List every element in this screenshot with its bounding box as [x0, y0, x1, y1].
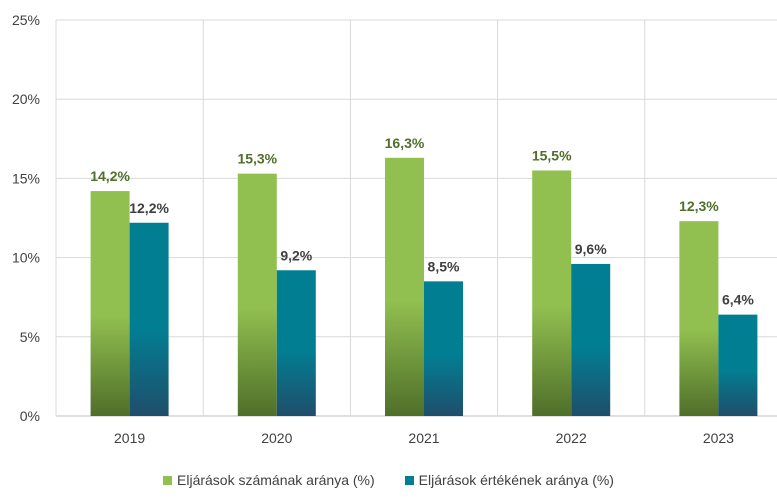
data-label-series-1-2019: 14,2% [90, 168, 130, 184]
y-tick-label: 0% [20, 408, 40, 424]
bar-series-2-2022 [571, 263, 611, 416]
x-tick-label: 2019 [114, 430, 145, 446]
data-label-series-1-2021: 16,3% [385, 135, 425, 151]
bars [90, 157, 758, 417]
y-tick-label: 20% [12, 91, 40, 107]
data-label-series-2-2023: 6,4% [722, 292, 754, 308]
x-tick-label: 2021 [408, 430, 439, 446]
legend-item-series-2: Eljárások értékének aránya (%) [404, 472, 614, 488]
bar-series-1-2021 [385, 157, 424, 417]
legend-swatch-series-1 [163, 475, 173, 485]
bar-series-2-2023 [718, 314, 758, 416]
bar-series-1-2022 [532, 170, 572, 416]
data-label-series-1-2023: 12,3% [679, 198, 719, 214]
x-tick-label: 2023 [703, 430, 734, 446]
legend-label-series-2: Eljárások értékének aránya (%) [418, 472, 614, 488]
data-label-series-2-2020: 9,2% [280, 247, 312, 263]
y-axis-ticks: 0% 5% 10% 15% 20% 25% [12, 12, 40, 424]
x-tick-label: 2022 [556, 430, 587, 446]
bar-series-1-2020 [237, 173, 277, 416]
bar-series-1-2023 [679, 221, 719, 416]
x-tick-label: 2020 [261, 430, 292, 446]
data-label-series-2-2021: 8,5% [428, 258, 460, 274]
y-tick-label: 25% [12, 12, 40, 28]
bar-series-1-2019 [90, 191, 130, 416]
bar-series-2-2020 [276, 270, 316, 416]
data-labels: 14,2% 12,2% 15,3% 9,2% 16,3% 8,5% 15,5% 9,6% 12,… [90, 135, 754, 308]
grid-layer [55, 19, 777, 417]
bar-series-2-2021 [424, 281, 463, 416]
legend-swatch-series-2 [404, 475, 414, 485]
x-axis-ticks: 2019 2020 2021 2022 2023 [114, 430, 734, 446]
data-label-series-1-2020: 15,3% [237, 151, 277, 167]
y-tick-label: 5% [20, 329, 40, 345]
y-tick-label: 15% [12, 170, 40, 186]
y-tick-label: 10% [12, 250, 40, 266]
legend-label-series-1: Eljárások számának aránya (%) [177, 472, 375, 488]
legend: Eljárások számának aránya (%) Eljárások … [0, 472, 777, 488]
data-label-series-2-2019: 12,2% [129, 200, 169, 216]
data-label-series-2-2022: 9,6% [575, 241, 607, 257]
legend-item-series-1: Eljárások számának aránya (%) [163, 472, 375, 488]
bar-series-2-2019 [129, 222, 169, 416]
data-label-series-1-2022: 15,5% [532, 147, 572, 163]
